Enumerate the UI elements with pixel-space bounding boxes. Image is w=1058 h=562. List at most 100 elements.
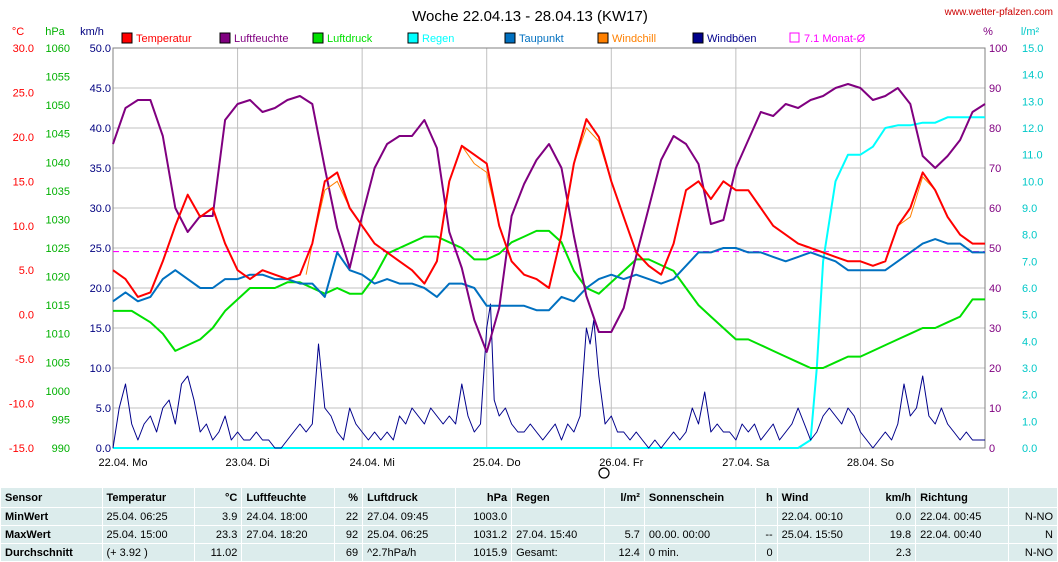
pressure-tick-label: 1025 — [46, 243, 70, 255]
wind-tick-label: 10.0 — [90, 363, 111, 375]
stats-cell: Durchschnitt — [0, 543, 103, 562]
stats-header-cell: Luftdruck — [362, 487, 456, 508]
stats-header-cell: Luftfeuchte — [241, 487, 336, 508]
pressure-tick-label: 1035 — [46, 186, 70, 198]
temp-tick-label: -10.0 — [9, 399, 34, 411]
chart-axes: 30.0 25.0 20.0 15.0 10.0 5.0 0.0 -5.0 -10.0 -15.0… — [9, 26, 1044, 469]
stats-row: Durchschnitt (+ 3.92 ) 11.02 69 ^2.7hPa/h 101… — [0, 543, 1058, 562]
temp-tick-label: 5.0 — [19, 265, 34, 277]
stats-cell — [755, 507, 778, 526]
stats-cell: 27.04. 09:45 — [362, 507, 456, 526]
legend-label: Temperatur — [136, 33, 192, 45]
stats-header-row: Sensor Temperatur °C Luftfeuchte% Luftdruck h… — [0, 487, 1058, 508]
humidity-unit-label: % — [983, 26, 993, 38]
stats-row: MaxWert 25.04. 15:00 23.3 27.04. 18:20 92 25.… — [0, 525, 1058, 544]
stats-header-cell: h — [755, 487, 778, 508]
stats-header-cell: Temperatur — [101, 487, 196, 508]
wind-tick-label: 45.0 — [90, 83, 111, 95]
stats-cell: 25.04. 06:25 — [101, 507, 196, 526]
series-line-dewpoint — [112, 238, 985, 312]
series-line-pressure — [113, 229, 985, 369]
legend-swatch — [121, 32, 133, 44]
rain-tick-label: 4.0 — [1022, 336, 1037, 348]
rain-tick-label: 7.0 — [1022, 256, 1037, 268]
x-tick-label: 25.04. Do — [473, 457, 521, 469]
stats-cell: ^2.7hPa/h — [362, 543, 456, 562]
wind-tick-label: 15.0 — [90, 323, 111, 335]
wind-tick-label: 40.0 — [90, 123, 111, 135]
humidity-tick-label: 100 — [989, 43, 1007, 55]
wind-tick-label: 0.0 — [96, 443, 111, 455]
rain-tick-label: 9.0 — [1022, 203, 1037, 215]
stats-cell: 25.04. 15:50 — [776, 525, 871, 544]
rain-tick-label: 3.0 — [1022, 363, 1037, 375]
rain-tick-label: 2.0 — [1022, 390, 1037, 402]
stats-cell: MinWert — [0, 507, 103, 526]
rain-tick-label: 8.0 — [1022, 230, 1037, 242]
stats-cell: 22.04. 00:40 — [915, 525, 1009, 544]
stats-header-cell: Wind — [776, 487, 871, 508]
stats-cell: 22.04. 00:10 — [776, 507, 871, 526]
stats-header-cell: l/m² — [603, 487, 645, 508]
pressure-tick-label: 1040 — [46, 157, 70, 169]
stats-cell — [643, 507, 757, 526]
temp-unit-label: °C — [12, 26, 24, 38]
stats-cell: Gesamt: — [511, 543, 605, 562]
pressure-tick-label: 1050 — [46, 100, 70, 112]
stats-cell: 69 — [334, 543, 364, 562]
stats-header-cell: hPa — [454, 487, 513, 508]
weather-chart: Woche 22.04.13 - 28.04.13 (KW17) www.wet… — [9, 7, 1053, 479]
x-tick-label: 26.04. Fr — [599, 457, 643, 469]
pressure-tick-label: 1010 — [46, 329, 70, 341]
temp-tick-label: 10.0 — [13, 221, 34, 233]
stats-cell: -- — [755, 525, 778, 544]
wind-tick-label: 5.0 — [96, 403, 111, 415]
stats-cell — [511, 507, 605, 526]
humidity-tick-label: 0 — [989, 443, 995, 455]
temp-tick-label: -5.0 — [15, 354, 34, 366]
stats-cell: 25.04. 15:00 — [101, 525, 196, 544]
site-link[interactable]: www.wetter-pfalzen.com — [944, 7, 1053, 18]
stats-cell: 11.02 — [194, 543, 243, 562]
temp-tick-label: -15.0 — [9, 443, 34, 455]
pressure-tick-label: 1015 — [46, 300, 70, 312]
rain-unit-label: l/m² — [1021, 26, 1040, 38]
stats-cell: 25.04. 06:25 — [362, 525, 456, 544]
series-line-gust — [112, 303, 985, 449]
legend-swatch — [789, 32, 800, 43]
stats-cell: 5.7 — [603, 525, 645, 544]
rain-tick-label: 11.0 — [1022, 150, 1043, 162]
temp-tick-label: 15.0 — [13, 176, 34, 188]
chart-legend: Temperatur Luftfeuchte Luftdruck Regen Taupu… — [121, 32, 866, 45]
stats-cell: N — [1007, 525, 1058, 544]
legend-label: Windböen — [707, 33, 757, 45]
legend-label: 7.1 Monat-Ø — [804, 33, 866, 45]
legend-label: Luftdruck — [327, 33, 373, 45]
pressure-tick-label: 1055 — [46, 72, 70, 84]
pressure-tick-label: 1005 — [46, 357, 70, 369]
rain-tick-label: 12.0 — [1022, 123, 1043, 135]
legend-swatch — [312, 32, 324, 44]
legend-swatch — [504, 32, 516, 44]
wind-tick-label: 30.0 — [90, 203, 111, 215]
temp-tick-label: 0.0 — [19, 310, 34, 322]
series-line-rain — [113, 116, 985, 449]
series-line-windchill — [305, 180, 351, 275]
rain-tick-label: 5.0 — [1022, 310, 1037, 322]
stats-row: MinWert 25.04. 06:25 3.9 24.04. 18:00 22 27.0… — [0, 507, 1058, 526]
stats-cell: 23.3 — [194, 525, 243, 544]
series-line-humidity — [112, 83, 986, 353]
x-tick-label: 23.04. Di — [226, 457, 270, 469]
humidity-tick-label: 70 — [989, 163, 1001, 175]
rain-tick-label: 14.0 — [1022, 70, 1043, 82]
humidity-tick-label: 40 — [989, 283, 1001, 295]
stats-header-cell — [1007, 487, 1058, 508]
rain-tick-label: 10.0 — [1022, 176, 1043, 188]
x-tick-label: 22.04. Mo — [99, 457, 148, 469]
legend-swatch — [219, 32, 231, 44]
stats-cell: MaxWert — [0, 525, 103, 544]
legend-swatch — [597, 32, 609, 44]
stats-cell: 3.9 — [194, 507, 243, 526]
temp-tick-label: 25.0 — [13, 87, 34, 99]
stats-cell: 0.0 — [869, 507, 917, 526]
